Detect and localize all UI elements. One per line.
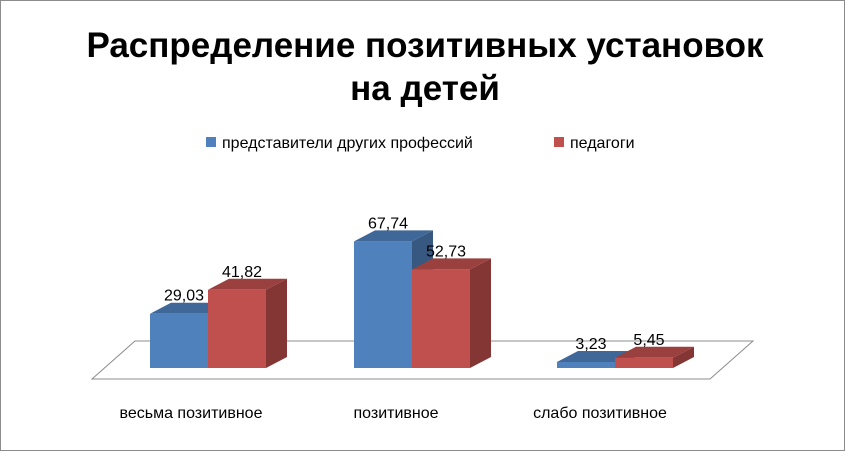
data-label-s1-c3: 3,23 <box>575 336 606 353</box>
legend-swatch-series-2 <box>554 137 564 147</box>
legend-swatch-series-1 <box>206 137 216 147</box>
legend-label-series-2: педагоги <box>570 135 635 152</box>
bars-layer: 29,03 41,82 67,74 52,73 3,23 5,45 <box>150 215 694 368</box>
bar-s2-c3-front <box>615 357 673 368</box>
bar-s1-c2-top <box>354 230 433 242</box>
data-label-s2-c2: 52,73 <box>426 243 466 260</box>
bar-s2-c1-top <box>208 278 287 290</box>
legend-label-series-1: представители других профессий <box>222 135 473 152</box>
data-label-s2-c1: 41,82 <box>222 264 262 281</box>
legend: представители других профессий педагоги <box>206 135 635 152</box>
data-label-s1-c2: 67,74 <box>368 215 408 232</box>
bar-s2-c3-side <box>673 346 694 368</box>
chart-title-line-2: на детей <box>350 69 500 108</box>
data-label-s1-c1: 29,03 <box>164 288 204 305</box>
bar-s1-c1-front <box>150 313 208 368</box>
bar-s1-c2-front <box>354 241 412 368</box>
bar-s2-c1-side <box>266 278 287 368</box>
bar-s2-c2-top <box>412 258 491 270</box>
bar-s2-c1-front <box>208 289 266 368</box>
bar-s2-c2-front <box>412 269 470 368</box>
data-label-s2-c3: 5,45 <box>633 332 664 349</box>
bar-s1-c3-front <box>557 361 615 368</box>
chart-title-line-1: Распределение позитивных установок <box>86 26 764 65</box>
bar-s2-c2-side <box>470 258 491 368</box>
category-label-3: слабо позитивное <box>533 405 667 422</box>
category-label-1: весьма позитивное <box>120 405 263 422</box>
category-label-2: позитивное <box>353 405 438 422</box>
bar-s2-c3-top <box>615 346 694 358</box>
